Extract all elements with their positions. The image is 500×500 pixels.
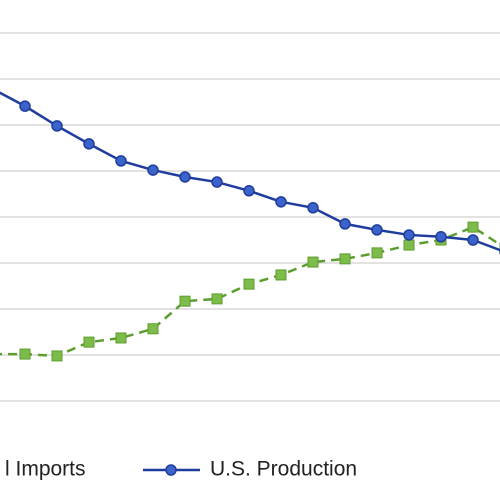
marker xyxy=(275,269,287,281)
legend-label: l Imports xyxy=(5,458,86,481)
marker xyxy=(51,120,63,132)
marker xyxy=(211,293,223,305)
marker xyxy=(403,239,415,251)
marker xyxy=(467,234,479,246)
marker xyxy=(243,278,255,290)
legend-label: U.S. Production xyxy=(210,458,357,481)
marker xyxy=(339,253,351,265)
marker xyxy=(275,196,287,208)
marker xyxy=(371,224,383,236)
marker xyxy=(179,295,191,307)
marker xyxy=(83,138,95,150)
series-line xyxy=(0,225,500,358)
marker xyxy=(307,202,319,214)
marker xyxy=(435,231,447,243)
marker xyxy=(147,164,159,176)
marker xyxy=(403,229,415,241)
marker xyxy=(307,256,319,268)
marker xyxy=(115,155,127,167)
marker xyxy=(147,323,159,335)
marker xyxy=(51,350,63,362)
legend-marker xyxy=(165,464,177,476)
marker xyxy=(243,185,255,197)
marker xyxy=(339,218,351,230)
marker xyxy=(19,100,31,112)
marker xyxy=(83,336,95,348)
marker xyxy=(467,221,479,233)
marker xyxy=(211,176,223,188)
marker xyxy=(371,247,383,259)
marker xyxy=(115,332,127,344)
marker xyxy=(19,348,31,360)
marker xyxy=(179,171,191,183)
